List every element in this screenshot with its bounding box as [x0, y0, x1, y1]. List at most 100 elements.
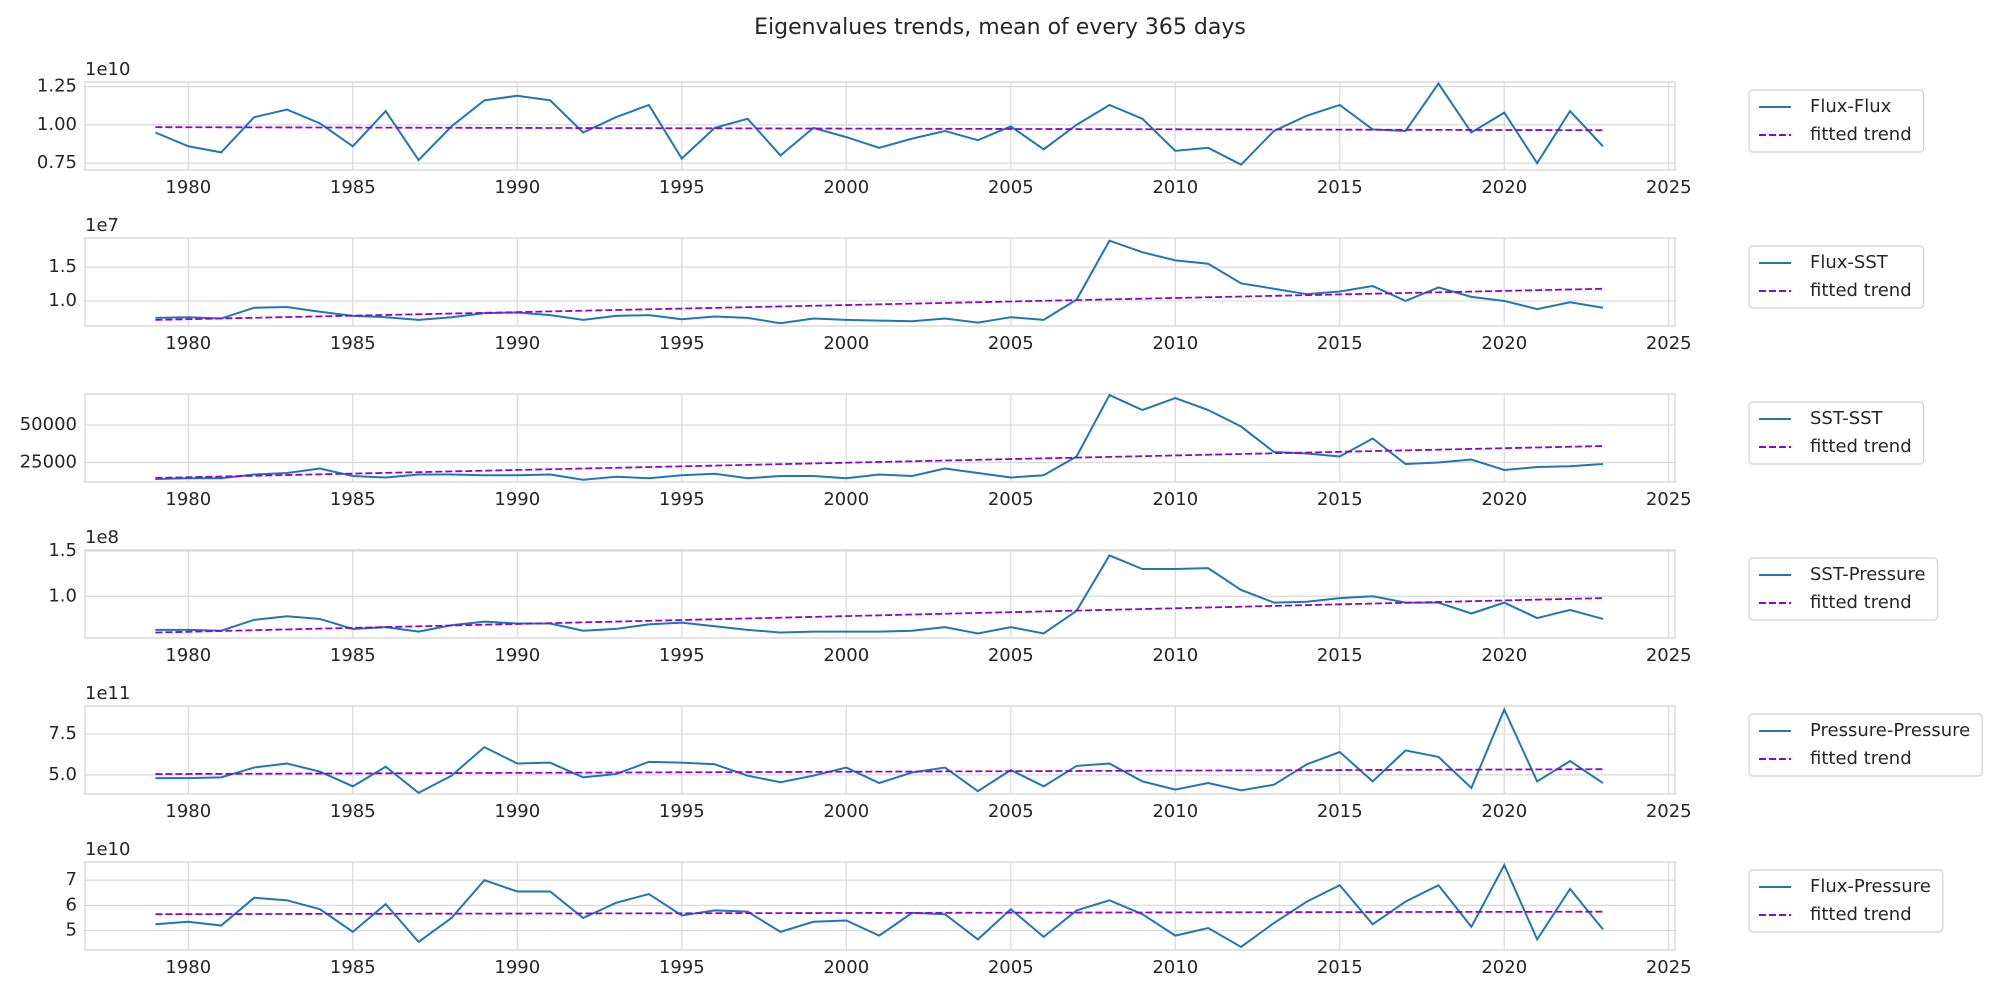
- series-line: [155, 597, 1603, 634]
- x-tick-label: 2020: [1481, 177, 1527, 198]
- x-tick-label: 2000: [823, 957, 869, 978]
- y-tick-label: 1.0: [48, 290, 77, 311]
- x-tick-label: 2005: [988, 957, 1034, 978]
- y-tick-label: 5: [66, 920, 77, 941]
- x-tick-label: 1980: [165, 177, 211, 198]
- x-tick-label: 2025: [1646, 801, 1692, 822]
- x-tick-label: 2005: [988, 177, 1034, 198]
- x-tick-label: 2020: [1481, 957, 1527, 978]
- y-tick-label: 50000: [20, 414, 77, 435]
- legend-box: [1748, 713, 1983, 777]
- legend-box: [1748, 869, 1944, 933]
- x-tick-label: 2010: [1152, 177, 1198, 198]
- x-tick-label: 1980: [165, 489, 211, 510]
- x-tick-label: 1995: [659, 177, 705, 198]
- legend-box: [1748, 557, 1939, 621]
- legend-label: Flux-Flux: [1810, 96, 1892, 117]
- plot-area: [84, 549, 1676, 639]
- y-tick-label: 1.00: [37, 114, 77, 135]
- x-tick-label: 1985: [330, 333, 376, 354]
- legend-box: [1748, 245, 1925, 309]
- x-tick-label: 2025: [1646, 489, 1692, 510]
- x-tick-label: 1995: [659, 645, 705, 666]
- x-tick-label: 1980: [165, 333, 211, 354]
- plot-area: [84, 393, 1676, 483]
- series-line: [155, 445, 1603, 479]
- series-line: [155, 768, 1603, 775]
- y-offset-label: 1e10: [85, 839, 130, 860]
- series-line: [155, 126, 1603, 132]
- legend-label: fitted trend: [1810, 592, 1912, 613]
- y-tick-label: 1.25: [37, 76, 77, 97]
- series-line: [155, 554, 1604, 635]
- x-tick-label: 1995: [659, 801, 705, 822]
- y-tick-label: 25000: [20, 452, 77, 473]
- x-tick-label: 1980: [165, 957, 211, 978]
- y-offset-label: 1e10: [85, 59, 130, 80]
- series-line: [155, 239, 1604, 325]
- series-line: [155, 707, 1604, 795]
- legend-label: fitted trend: [1810, 280, 1912, 301]
- legend-label: fitted trend: [1810, 124, 1912, 145]
- legend-label: Pressure-Pressure: [1810, 720, 1970, 741]
- x-tick-label: 2015: [1317, 333, 1363, 354]
- y-tick-label: 0.75: [37, 152, 77, 173]
- x-tick-label: 2000: [823, 177, 869, 198]
- x-tick-label: 2020: [1481, 645, 1527, 666]
- y-offset-label: 1e7: [85, 215, 119, 236]
- x-tick-label: 1990: [494, 801, 540, 822]
- legend-label: Flux-Pressure: [1810, 876, 1931, 897]
- legend-label: fitted trend: [1810, 748, 1912, 769]
- y-tick-label: 1.5: [48, 256, 77, 277]
- x-tick-label: 1985: [330, 801, 376, 822]
- x-tick-label: 2010: [1152, 645, 1198, 666]
- series-line: [155, 393, 1604, 481]
- y-offset-label: 1e11: [85, 683, 130, 704]
- y-tick-label: 5.0: [48, 764, 77, 785]
- x-tick-label: 1990: [494, 957, 540, 978]
- x-tick-label: 1990: [494, 177, 540, 198]
- x-tick-label: 1980: [165, 801, 211, 822]
- x-tick-label: 2000: [823, 801, 869, 822]
- y-tick-label: 6: [66, 894, 77, 915]
- x-tick-label: 2010: [1152, 333, 1198, 354]
- x-tick-label: 2015: [1317, 957, 1363, 978]
- plot-area: [84, 237, 1676, 327]
- x-tick-label: 2015: [1317, 489, 1363, 510]
- legend-label: fitted trend: [1810, 904, 1912, 925]
- x-tick-label: 1990: [494, 333, 540, 354]
- x-tick-label: 2020: [1481, 801, 1527, 822]
- x-tick-label: 2020: [1481, 333, 1527, 354]
- x-tick-label: 2015: [1317, 645, 1363, 666]
- y-tick-label: 7.5: [48, 723, 77, 744]
- x-tick-label: 1980: [165, 645, 211, 666]
- plot-area: [84, 861, 1676, 951]
- x-tick-label: 1990: [494, 645, 540, 666]
- x-tick-label: 2000: [823, 645, 869, 666]
- x-tick-label: 2005: [988, 489, 1034, 510]
- y-offset-label: 1e8: [85, 527, 119, 548]
- y-tick-label: 7: [66, 869, 77, 890]
- x-tick-label: 1995: [659, 489, 705, 510]
- x-tick-label: 2005: [988, 801, 1034, 822]
- legend-label: Flux-SST: [1810, 252, 1889, 273]
- x-tick-label: 1985: [330, 489, 376, 510]
- plot-area: [84, 705, 1676, 795]
- x-tick-label: 2005: [988, 333, 1034, 354]
- legend-box: [1748, 401, 1925, 465]
- legend-box: [1748, 89, 1925, 153]
- x-tick-label: 1985: [330, 957, 376, 978]
- x-tick-label: 2015: [1317, 177, 1363, 198]
- x-tick-label: 2025: [1646, 177, 1692, 198]
- series-line: [155, 287, 1603, 321]
- x-tick-label: 1985: [330, 645, 376, 666]
- x-tick-label: 2025: [1646, 333, 1692, 354]
- x-tick-label: 2020: [1481, 489, 1527, 510]
- x-tick-label: 1990: [494, 489, 540, 510]
- x-tick-label: 2010: [1152, 489, 1198, 510]
- x-tick-label: 2010: [1152, 957, 1198, 978]
- x-tick-label: 2000: [823, 489, 869, 510]
- y-tick-label: 1.5: [48, 540, 77, 561]
- x-tick-label: 2000: [823, 333, 869, 354]
- series-line: [155, 910, 1603, 916]
